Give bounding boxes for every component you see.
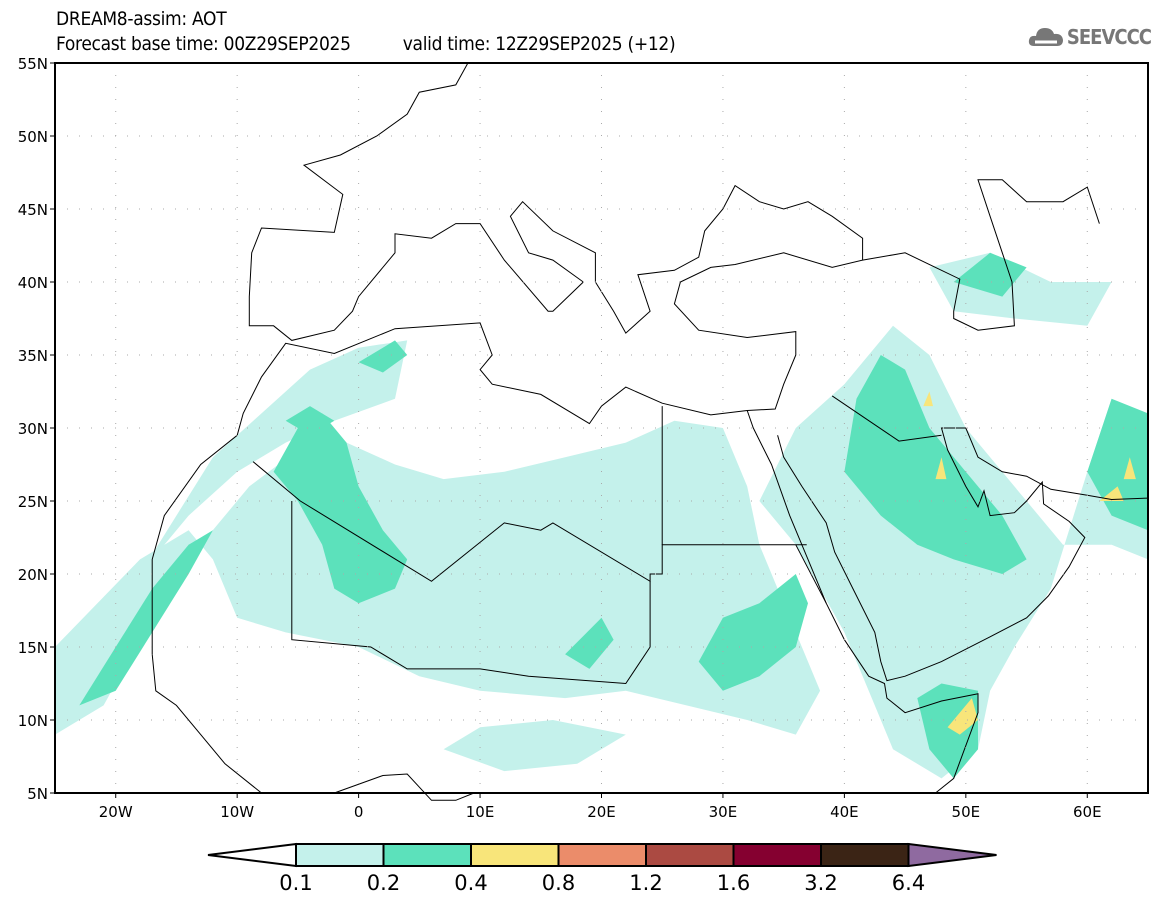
forecast-times: Forecast base time: 00Z29SEP2025 valid ti… (56, 33, 676, 55)
lon-tick-label: 20W (99, 803, 133, 821)
colorbar-under-arrow (207, 842, 297, 868)
lat-tick-label: 10N (18, 712, 48, 730)
lat-tick-label: 50N (18, 128, 48, 146)
aot-contour-0.2-0.4 (1087, 398, 1148, 531)
colorbar-label: 0.2 (367, 871, 400, 895)
coastline (777, 427, 1149, 682)
aot-contour-0.2-0.4 (358, 340, 408, 373)
seevccc-logo: SEEVCCC (1028, 24, 1152, 50)
coastline (151, 654, 262, 794)
lon-tick-label: 30E (709, 803, 738, 821)
lon-tick-label: 10W (220, 803, 254, 821)
lon-tick-label: 60E (1073, 803, 1102, 821)
colorbar-over-arrow (907, 842, 997, 868)
lat-tick-label: 40N (18, 274, 48, 292)
lon-tick-label: 40E (830, 803, 859, 821)
lon-tick-label: 10E (466, 803, 495, 821)
aot-contour-0.2-0.4 (953, 252, 1027, 297)
aot-contour-0.4-0.8 (923, 391, 933, 407)
colorbar-segment (732, 843, 822, 867)
coastline (151, 62, 864, 655)
aot-contour-0.4-0.8 (935, 457, 947, 480)
map-title: DREAM8-assim: AOT (56, 8, 227, 30)
lat-tick-label: 55N (18, 55, 48, 73)
aot-contour-0.4-0.8 (1123, 457, 1136, 480)
lon-tick-label: 20E (587, 803, 616, 821)
lat-tick-label: 30N (18, 420, 48, 438)
colorbar-segment (557, 843, 647, 867)
aot-contour-0.2-0.4 (79, 530, 213, 706)
colorbar-label: 0.4 (454, 871, 487, 895)
colorbar-label: 0.8 (542, 871, 575, 895)
aot-contour-0.1-0.2 (443, 720, 626, 772)
colorbar-label: 3.2 (804, 871, 837, 895)
country-border (831, 395, 942, 442)
colorbar-label: 1.6 (717, 871, 750, 895)
aot-plumes (55, 252, 1148, 779)
aot-contour-0.2-0.4 (273, 413, 408, 604)
lon-tick-label: 50E (952, 803, 981, 821)
colorbar-segment (295, 843, 385, 867)
aot-contour-0.1-0.2 (929, 252, 1112, 326)
aot-contour-0.1-0.2 (55, 420, 821, 735)
lat-tick-label: 5N (27, 785, 48, 803)
aot-contour-0.1-0.2 (55, 340, 408, 706)
aot-contour-0.2-0.4 (698, 574, 808, 691)
coastline (746, 410, 979, 794)
lon-tick-label: 0 (354, 803, 364, 821)
aot-contour-0.4-0.8 (947, 698, 978, 735)
lat-tick-label: 15N (18, 639, 48, 657)
logo-text: SEEVCCC (1066, 25, 1152, 49)
coastlines (151, 62, 1149, 801)
coastline (334, 773, 475, 801)
coastline (862, 179, 1100, 331)
colorbar-segment (645, 843, 735, 867)
colorbar-label: 0.1 (279, 871, 312, 895)
aot-contour-0.2-0.4 (285, 406, 335, 436)
cloud-icon (1028, 28, 1063, 46)
aot-contour-0.4-0.8 (1099, 486, 1124, 501)
lat-tick-label: 45N (18, 201, 48, 219)
country-border (291, 501, 651, 685)
lat-tick-label: 25N (18, 493, 48, 511)
colorbar: 0.1 0.2 0.4 0.8 1.2 1.6 3.2 6.4 (207, 842, 997, 895)
colorbar-label: 6.4 (892, 871, 925, 895)
valid-time: valid time: 12Z29SEP2025 (+12) (402, 33, 676, 55)
country-border (252, 461, 807, 583)
lat-tick-label: 35N (18, 347, 48, 365)
aot-contour-0.2-0.4 (565, 617, 614, 669)
map-axes: 55N 50N 45N 40N 35N 30N 25N 20N 15N 10N 5N 20W 10W 0 1… (18, 55, 1102, 821)
colorbar-label: 1.2 (629, 871, 662, 895)
colorbar-segment (820, 843, 910, 867)
colorbar-segment (382, 843, 472, 867)
colorbar-segment (470, 843, 560, 867)
lat-tick-label: 20N (18, 566, 48, 584)
base-time: Forecast base time: 00Z29SEP2025 (56, 33, 351, 55)
aot-contour-0.2-0.4 (844, 355, 1027, 574)
